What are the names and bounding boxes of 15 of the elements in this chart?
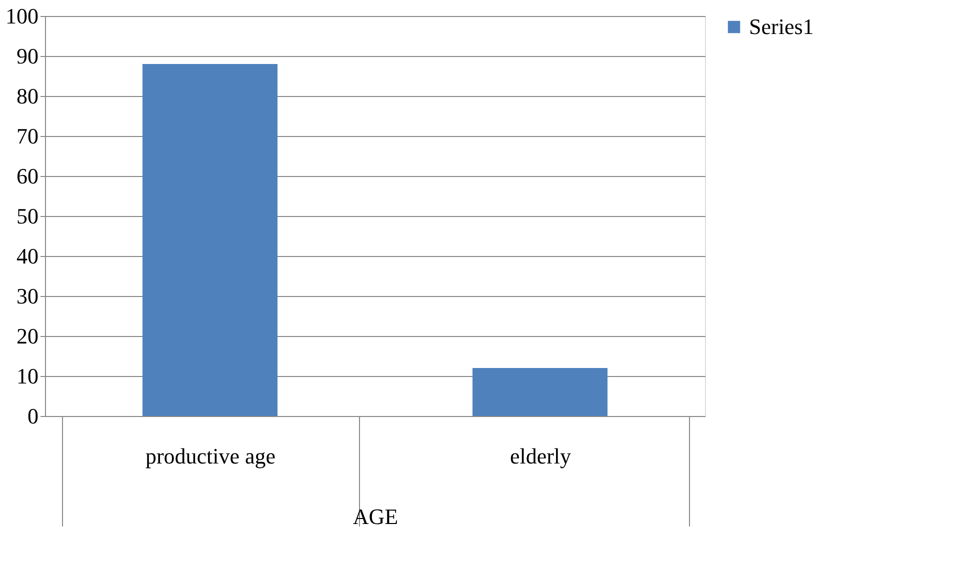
x-tick-label: elderly: [510, 444, 572, 468]
y-tick-label: 0: [28, 404, 38, 428]
x-axis-title: AGE: [352, 504, 398, 529]
y-tick-label: 90: [16, 44, 38, 68]
x-tick-label: productive age: [145, 444, 276, 468]
y-tick-label: 30: [16, 284, 38, 308]
y-tick-label: 70: [16, 124, 38, 148]
y-tick-label: 20: [16, 324, 38, 348]
y-tick-label: 40: [16, 244, 38, 268]
y-tick-label: 60: [16, 164, 38, 188]
y-tick-label: 10: [16, 364, 38, 388]
legend-label: Series1: [749, 14, 814, 39]
y-tick-label: 50: [16, 204, 38, 228]
y-tick-label: 100: [6, 4, 38, 28]
y-tick-label: 80: [16, 84, 38, 108]
